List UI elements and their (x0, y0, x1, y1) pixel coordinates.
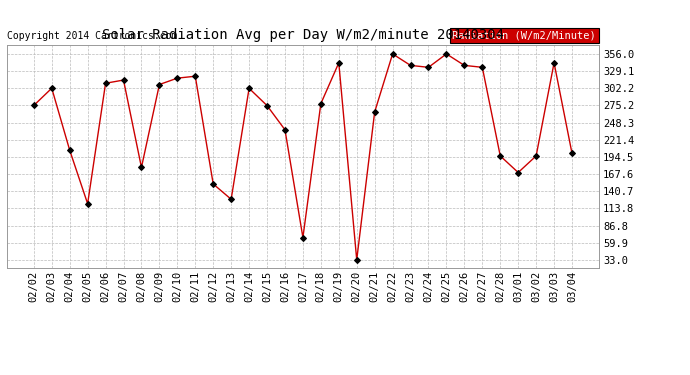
Point (279, 127, 290, 133)
Point (549, 60, 560, 66)
Point (351, 257, 362, 263)
Text: Copyright 2014 Cartronics.com: Copyright 2014 Cartronics.com (7, 30, 177, 40)
Point (387, 51, 398, 57)
Point (244, 86, 255, 92)
Point (513, 170, 524, 176)
Point (226, 196, 237, 202)
Point (154, 81, 165, 87)
Point (172, 75, 183, 81)
Point (190, 73, 201, 79)
Point (566, 150, 578, 156)
Point (100, 80, 111, 86)
Point (208, 181, 219, 187)
Point (46, 85, 57, 91)
Point (262, 102, 273, 109)
Point (369, 109, 380, 115)
Point (315, 100, 326, 106)
Text: Radiation (W/m2/Minute): Radiation (W/m2/Minute) (452, 30, 596, 40)
Point (118, 77, 129, 83)
Point (477, 64, 488, 70)
Point (531, 153, 542, 159)
Point (64, 147, 75, 153)
Title: Solar Radiation Avg per Day W/m2/minute 20140304: Solar Radiation Avg per Day W/m2/minute … (102, 28, 504, 42)
Point (333, 60, 344, 66)
Point (495, 153, 506, 159)
Point (28, 102, 39, 108)
Point (136, 164, 147, 170)
Point (405, 62, 416, 68)
Point (423, 64, 434, 70)
Point (82, 201, 93, 207)
Point (459, 62, 470, 68)
Point (297, 234, 308, 240)
Point (441, 51, 452, 57)
